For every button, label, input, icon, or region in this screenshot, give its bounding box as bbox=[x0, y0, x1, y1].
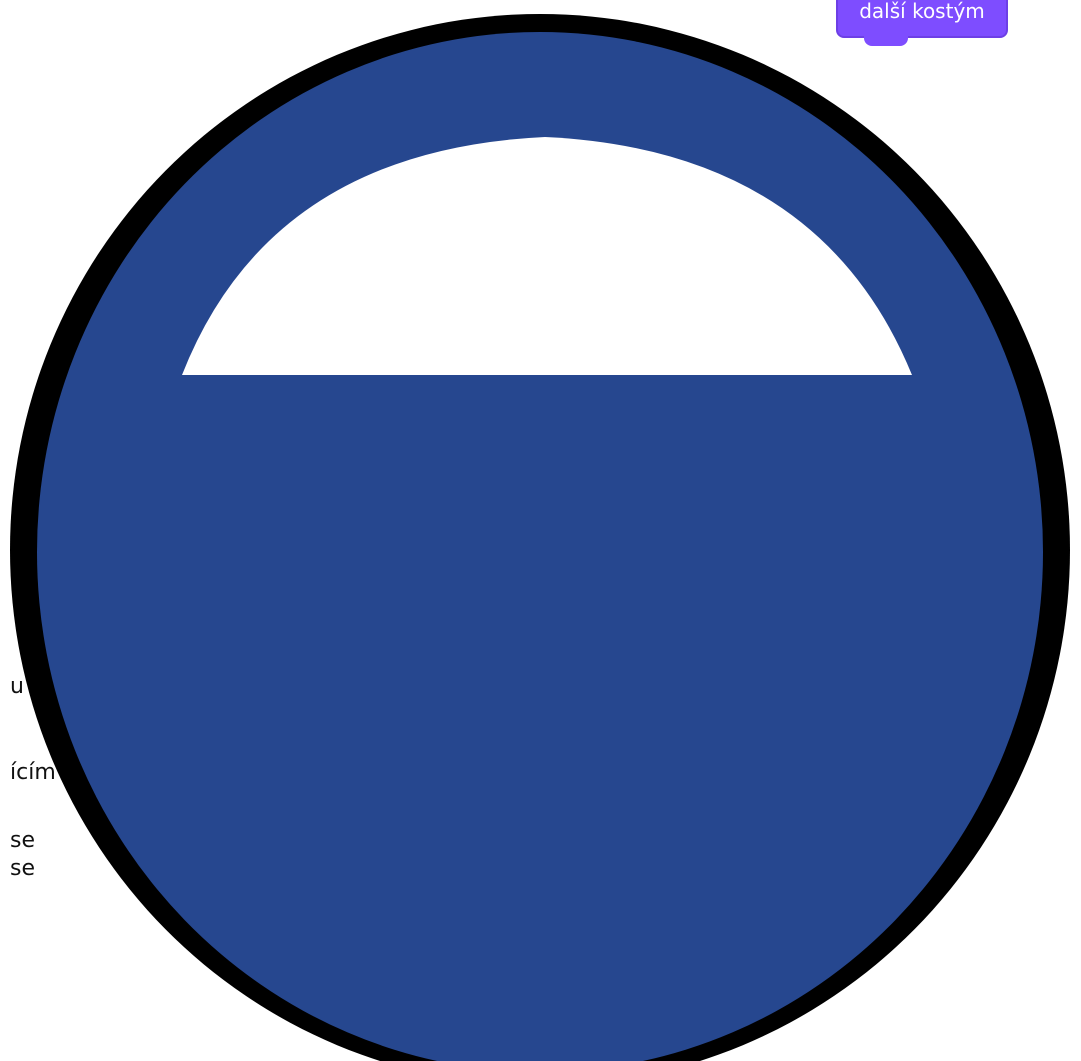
next-costume-label: další kostým bbox=[859, 0, 985, 23]
globe-highlight bbox=[182, 137, 912, 375]
clipped-text-line: se bbox=[10, 856, 35, 881]
clipped-text-line: ícím bbox=[10, 760, 56, 785]
clipped-text-line: u bbox=[10, 674, 24, 699]
clipped-text-line: se bbox=[10, 828, 35, 853]
next-costume-block[interactable]: další kostým bbox=[836, 0, 1008, 46]
block-notch bbox=[864, 36, 908, 46]
